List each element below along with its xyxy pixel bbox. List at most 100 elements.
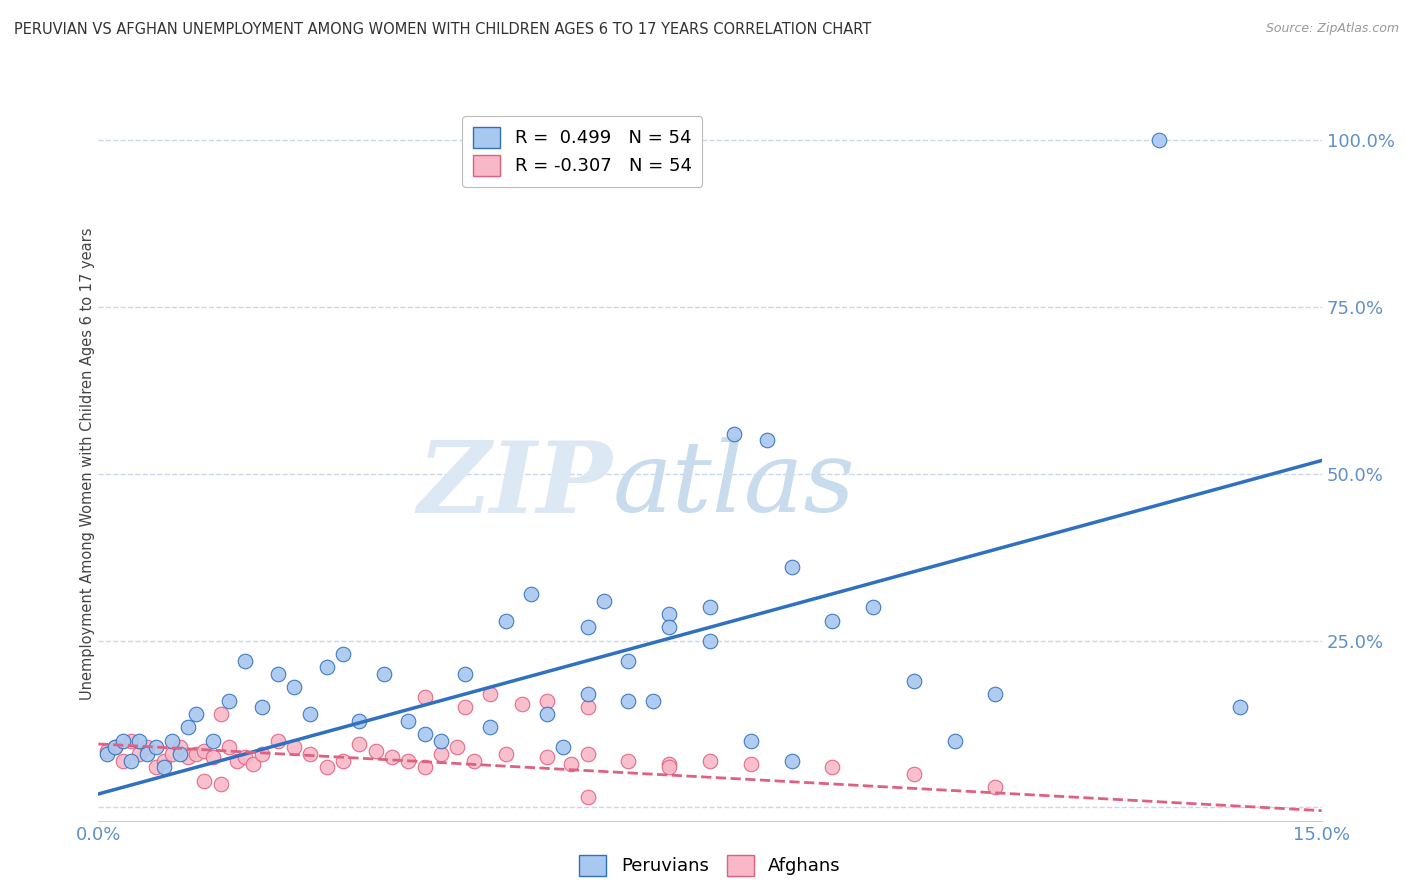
Point: [617, 693, 640, 707]
Point: [96, 743, 118, 757]
Point: [903, 767, 925, 781]
Point: [120, 733, 142, 747]
Point: [209, 777, 232, 791]
Legend: Peruvians, Afghans: Peruvians, Afghans: [572, 847, 848, 883]
Point: [446, 740, 468, 755]
Point: [903, 673, 925, 688]
Point: [478, 687, 501, 701]
Point: [332, 647, 354, 661]
Point: [209, 706, 232, 721]
Point: [756, 434, 779, 448]
Point: [396, 754, 419, 768]
Point: [430, 747, 453, 761]
Point: [454, 667, 477, 681]
Point: [536, 750, 558, 764]
Point: [1229, 700, 1251, 714]
Point: [723, 426, 745, 441]
Point: [349, 737, 371, 751]
Point: [780, 560, 803, 574]
Text: PERUVIAN VS AFGHAN UNEMPLOYMENT AMONG WOMEN WITH CHILDREN AGES 6 TO 17 YEARS COR: PERUVIAN VS AFGHAN UNEMPLOYMENT AMONG WO…: [14, 22, 872, 37]
Point: [283, 740, 305, 755]
Point: [576, 747, 599, 761]
Point: [593, 593, 616, 607]
Point: [111, 733, 134, 747]
Point: [617, 654, 640, 668]
Point: [136, 747, 159, 761]
Point: [780, 754, 803, 768]
Point: [430, 733, 453, 747]
Point: [699, 600, 721, 615]
Point: [332, 754, 354, 768]
Point: [242, 756, 264, 771]
Point: [152, 754, 174, 768]
Point: [862, 600, 884, 615]
Point: [283, 680, 305, 694]
Point: [177, 720, 200, 734]
Text: Source: ZipAtlas.com: Source: ZipAtlas.com: [1265, 22, 1399, 36]
Point: [315, 660, 337, 674]
Point: [186, 747, 208, 761]
Point: [821, 760, 844, 774]
Point: [193, 773, 215, 788]
Point: [218, 693, 240, 707]
Point: [250, 747, 273, 761]
Point: [413, 760, 436, 774]
Point: [128, 747, 150, 761]
Point: [617, 754, 640, 768]
Point: [267, 733, 290, 747]
Text: atlas: atlas: [612, 438, 855, 533]
Point: [560, 756, 582, 771]
Point: [267, 667, 290, 681]
Point: [740, 756, 762, 771]
Point: [111, 754, 134, 768]
Text: ZIP: ZIP: [418, 437, 612, 533]
Point: [145, 760, 167, 774]
Point: [658, 620, 681, 634]
Point: [984, 780, 1007, 795]
Point: [136, 740, 159, 755]
Point: [943, 733, 966, 747]
Point: [536, 693, 558, 707]
Point: [658, 756, 681, 771]
Point: [576, 700, 599, 714]
Point: [160, 733, 183, 747]
Point: [396, 714, 419, 728]
Point: [233, 654, 256, 668]
Point: [576, 790, 599, 805]
Point: [364, 743, 387, 757]
Point: [250, 700, 273, 714]
Point: [658, 607, 681, 621]
Point: [373, 667, 395, 681]
Point: [186, 706, 208, 721]
Point: [454, 700, 477, 714]
Point: [201, 733, 224, 747]
Point: [553, 740, 575, 755]
Point: [193, 743, 215, 757]
Point: [519, 587, 541, 601]
Point: [233, 750, 256, 764]
Point: [495, 747, 517, 761]
Point: [699, 754, 721, 768]
Point: [160, 747, 183, 761]
Point: [177, 750, 200, 764]
Point: [984, 687, 1007, 701]
Point: [413, 690, 436, 705]
Point: [413, 727, 436, 741]
Point: [463, 754, 485, 768]
Point: [128, 733, 150, 747]
Point: [641, 693, 664, 707]
Point: [658, 760, 681, 774]
Point: [226, 754, 249, 768]
Point: [576, 620, 599, 634]
Point: [512, 697, 534, 711]
Point: [576, 687, 599, 701]
Point: [381, 750, 404, 764]
Point: [349, 714, 371, 728]
Y-axis label: Unemployment Among Women with Children Ages 6 to 17 years: Unemployment Among Women with Children A…: [80, 227, 94, 700]
Point: [152, 760, 174, 774]
Point: [740, 733, 762, 747]
Point: [699, 633, 721, 648]
Point: [495, 614, 517, 628]
Point: [104, 740, 127, 755]
Point: [104, 740, 127, 755]
